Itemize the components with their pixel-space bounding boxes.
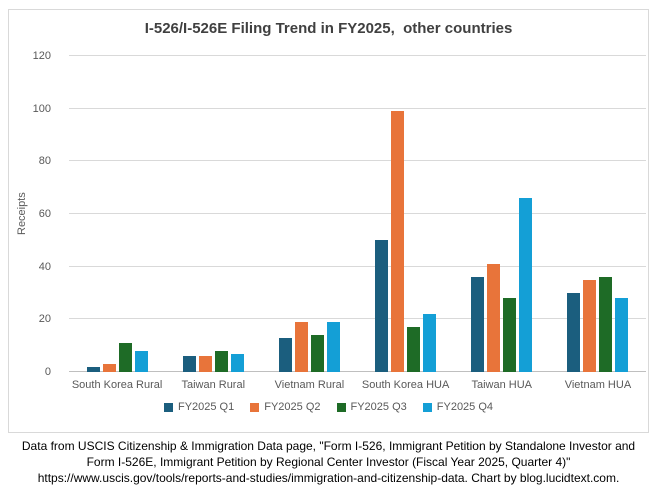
bar-group xyxy=(69,56,165,372)
bar xyxy=(375,240,389,372)
legend-item-fy2025-q4: FY2025 Q4 xyxy=(422,401,494,413)
gridline xyxy=(69,55,646,56)
source-note: Data from USCIS Citizenship & Immigratio… xyxy=(0,438,657,486)
bar xyxy=(230,354,244,372)
legend-label-q2: FY2025 Q2 xyxy=(264,401,321,413)
bar xyxy=(86,367,100,372)
source-note-line-1: Data from USCIS Citizenship & Immigratio… xyxy=(21,439,636,453)
plot-area xyxy=(69,55,646,372)
gridline xyxy=(69,213,646,214)
x-axis-label: Taiwan Rural xyxy=(181,379,246,391)
y-tick-label: 0 xyxy=(44,366,51,378)
bar xyxy=(118,343,132,372)
chart-container: I-526/I-526E Filing Trend in FY2025, oth… xyxy=(8,9,649,433)
gridline xyxy=(69,371,646,372)
gridline xyxy=(69,318,646,319)
bar xyxy=(407,327,421,372)
legend: FY2025 Q1 FY2025 Q2 FY2025 Q3 FY2025 Q4 xyxy=(9,401,648,413)
bar-group xyxy=(261,56,357,372)
bar xyxy=(471,277,485,372)
y-tick-label: 60 xyxy=(38,208,51,220)
bar xyxy=(487,264,501,372)
bar xyxy=(599,277,613,372)
legend-swatch-q2 xyxy=(250,402,260,412)
gridline xyxy=(69,108,646,109)
x-axis-label: Taiwan HUA xyxy=(471,379,533,391)
bar-group xyxy=(454,56,550,372)
y-tick-label: 120 xyxy=(32,50,51,62)
legend-item-fy2025-q2: FY2025 Q2 xyxy=(250,401,321,413)
x-axis-label: Vietnam HUA xyxy=(564,379,632,391)
bar xyxy=(423,314,437,372)
bar xyxy=(503,298,517,372)
bar xyxy=(391,111,405,372)
y-tick-label: 20 xyxy=(38,313,51,325)
y-axis-ticks: 0 20 40 60 80 100 120 xyxy=(9,50,61,378)
chart-title: I-526/I-526E Filing Trend in FY2025, oth… xyxy=(144,20,513,37)
gridline xyxy=(69,266,646,267)
bar-groups xyxy=(69,56,646,372)
legend-label-q3: FY2025 Q3 xyxy=(350,401,407,413)
bar xyxy=(278,338,292,372)
x-axis-label: South Korea Rural xyxy=(71,379,163,391)
bar xyxy=(294,322,308,372)
bar xyxy=(198,356,212,372)
legend-label-q1: FY2025 Q1 xyxy=(177,401,235,413)
source-note-line-2: Form I-526E, Immigrant Petition by Regio… xyxy=(86,455,571,469)
bar-group xyxy=(358,56,454,372)
bar xyxy=(102,364,116,372)
bar-group xyxy=(550,56,646,372)
y-tick-label: 80 xyxy=(38,155,51,167)
bar xyxy=(134,351,148,372)
bar xyxy=(615,298,629,372)
x-axis-label: South Korea HUA xyxy=(361,379,450,391)
bar xyxy=(182,356,196,372)
y-tick-label: 100 xyxy=(32,103,51,115)
legend-item-fy2025-q1: FY2025 Q1 xyxy=(163,401,235,413)
source-note-line-3: https://www.uscis.gov/tools/reports-and-… xyxy=(37,471,620,485)
bar xyxy=(519,198,533,372)
legend-item-fy2025-q3: FY2025 Q3 xyxy=(336,401,407,413)
bar xyxy=(326,322,340,372)
legend-swatch-q1 xyxy=(163,402,173,412)
bar xyxy=(214,351,228,372)
bar xyxy=(583,280,597,372)
legend-label-q4: FY2025 Q4 xyxy=(436,401,494,413)
bar xyxy=(567,293,581,372)
bar xyxy=(310,335,324,372)
y-tick-label: 40 xyxy=(38,261,51,273)
legend-swatch-q4 xyxy=(422,402,432,412)
legend-swatch-q3 xyxy=(336,402,346,412)
x-axis-labels: South Korea Rural Taiwan Rural Vietnam Rur… xyxy=(69,379,646,391)
gridline xyxy=(69,160,646,161)
x-axis-label: Vietnam Rural xyxy=(274,379,345,391)
gridlines-layer xyxy=(69,55,646,372)
bar-group xyxy=(165,56,261,372)
